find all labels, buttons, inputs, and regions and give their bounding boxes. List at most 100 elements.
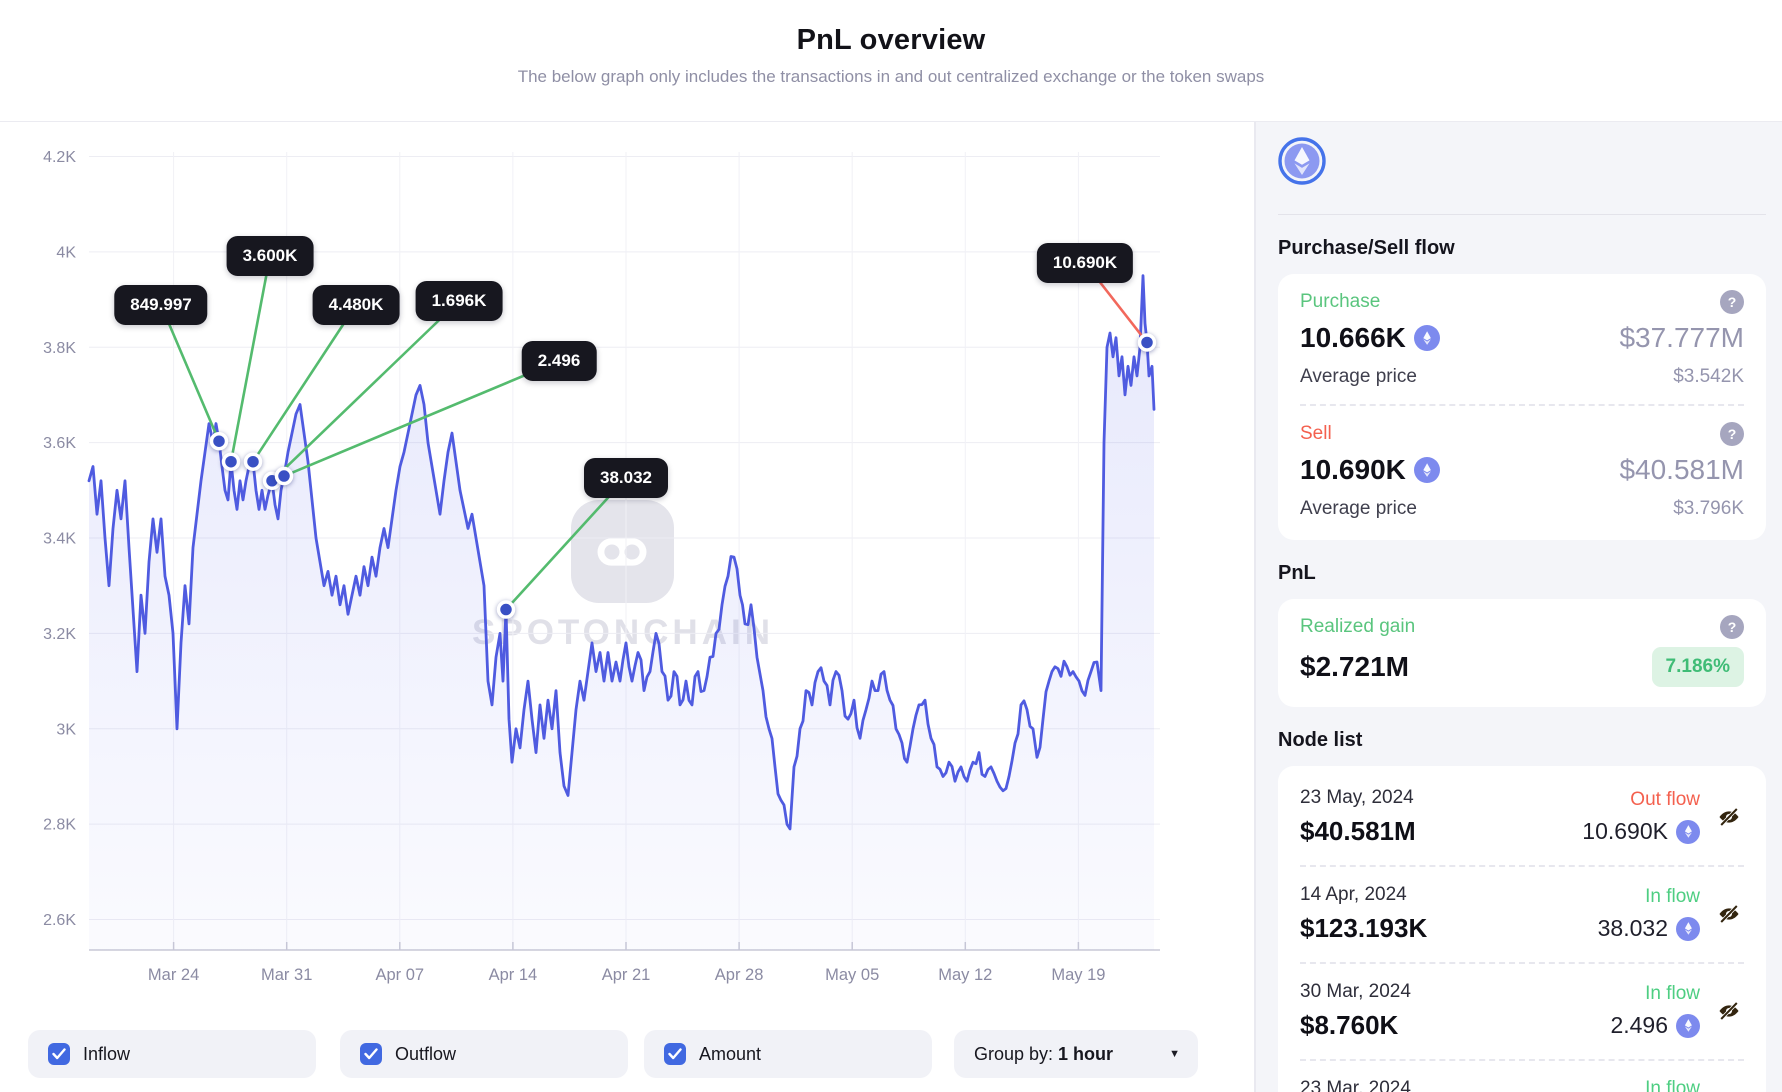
y-axis-tick-label: 2.6K <box>43 912 76 929</box>
node-list-row[interactable]: 14 Apr, 2024 $123.193K In flow 38.032 <box>1300 867 1744 964</box>
eth-coin-icon <box>1676 819 1700 844</box>
realized-gain-label: Realized gain <box>1300 616 1416 637</box>
sidebar-divider <box>1278 214 1766 215</box>
node-date: 23 Mar, 2024 <box>1300 1078 1411 1092</box>
inflow-toggle[interactable]: Inflow <box>28 1030 316 1078</box>
y-axis-tick-label: 3.4K <box>43 531 76 548</box>
eth-coin-icon <box>1413 457 1440 483</box>
eye-off-icon[interactable] <box>1714 999 1744 1023</box>
eth-coin-icon <box>1676 1013 1700 1038</box>
eye-off-icon[interactable] <box>1714 805 1744 829</box>
x-axis-tick-label: May 12 <box>938 966 992 984</box>
node-amount: 2.496 <box>1610 1012 1700 1039</box>
pnl-heading: PnL <box>1278 562 1316 584</box>
purchase-avg-price-label: Average price <box>1300 366 1417 387</box>
group-by-label: Group by: <box>974 1043 1054 1064</box>
eth-coin-icon <box>1676 916 1700 941</box>
chevron-down-icon: ▼ <box>1169 1048 1180 1060</box>
node-list-row[interactable]: 30 Mar, 2024 $8.760K In flow 2.496 <box>1300 964 1744 1061</box>
x-axis-tick-label: Apr 07 <box>375 966 424 984</box>
node-date: 14 Apr, 2024 <box>1300 884 1407 905</box>
x-axis-tick-label: Apr 28 <box>715 966 764 984</box>
chart-node-marker[interactable] <box>221 452 241 471</box>
sell-avg-price: $3.796K <box>1673 498 1744 519</box>
x-axis-tick-label: May 19 <box>1051 966 1105 984</box>
y-axis-tick-label: 4.2K <box>43 149 76 166</box>
page-subtitle: The below graph only includes the transa… <box>517 67 1265 86</box>
x-axis-tick-label: Apr 14 <box>489 966 538 984</box>
node-flow-direction: Out flow <box>1630 789 1700 810</box>
pnl-chart-panel: SPOTONCHAIN 4.2K 4K 3.8K 3.6K 3.4K 3.2K 3K 2.8K… <box>0 122 1256 1092</box>
node-list-row[interactable]: 23 May, 2024 $40.581M Out flow 10.690K <box>1300 770 1744 867</box>
y-axis-tick-label: 4K <box>56 244 76 261</box>
sell-avg-price-label: Average price <box>1300 498 1417 519</box>
node-flow-direction: In flow <box>1645 1078 1700 1092</box>
sell-label: Sell <box>1300 423 1332 444</box>
node-list-heading: Node list <box>1278 729 1363 751</box>
x-axis-tick-label: May 05 <box>825 966 879 984</box>
chart-node-marker[interactable] <box>243 452 263 471</box>
node-usd-value: $123.193K <box>1300 913 1428 943</box>
x-axis-tick-label: Mar 24 <box>148 966 199 984</box>
node-list-row[interactable]: 23 Mar, 2024 In flow <box>1300 1061 1744 1092</box>
purchase-usd: $37.777M <box>1619 322 1744 353</box>
y-axis-tick-label: 2.8K <box>43 817 76 834</box>
y-axis-tick-label: 3.6K <box>43 435 76 452</box>
node-list-card: 23 May, 2024 $40.581M Out flow 10.690K 14 Ap… <box>1278 766 1766 1092</box>
inflow-label: Inflow <box>83 1043 131 1064</box>
node-date: 30 Mar, 2024 <box>1300 981 1411 1002</box>
details-sidebar: Purchase/Sell flow Purchase 10.666K $37.… <box>1256 122 1782 1092</box>
chart-node-marker[interactable] <box>496 600 516 619</box>
purchase-sell-card: Purchase 10.666K $37.777M Average price … <box>1278 274 1766 540</box>
realized-gain-help-icon[interactable] <box>1720 615 1744 639</box>
node-amount: 38.032 <box>1598 915 1700 942</box>
inflow-checkbox-icon[interactable] <box>48 1043 70 1065</box>
y-axis-tick-label: 3K <box>56 721 76 738</box>
group-by-value: 1 hour <box>1058 1043 1114 1064</box>
purchase-sell-heading: Purchase/Sell flow <box>1278 237 1455 259</box>
outflow-label: Outflow <box>395 1043 457 1064</box>
chart-node-marker[interactable] <box>274 466 294 486</box>
realized-gain-value: $2.721M <box>1300 651 1409 682</box>
node-usd-value: $40.581M <box>1300 816 1416 846</box>
chart-node-marker[interactable] <box>209 431 229 451</box>
y-axis-tick-label: 3.8K <box>43 340 76 357</box>
node-flow-direction: In flow <box>1645 886 1700 907</box>
page-header: PnL overview The below graph only includ… <box>0 0 1782 122</box>
amount-checkbox-icon[interactable] <box>664 1043 686 1065</box>
purchase-amount: 10.666K <box>1300 322 1406 353</box>
eye-off-icon[interactable] <box>1714 902 1744 926</box>
page-title: PnL overview <box>796 24 986 56</box>
outflow-checkbox-icon[interactable] <box>360 1043 382 1065</box>
card-dashed-divider <box>1300 404 1744 406</box>
purchase-label: Purchase <box>1300 291 1381 312</box>
group-by-dropdown[interactable]: Group by: 1 hour ▼ <box>954 1030 1198 1078</box>
chart-callout-label[interactable]: 4.480K <box>312 285 400 325</box>
amount-label: Amount <box>699 1043 762 1064</box>
chart-callout-label[interactable]: 1.696K <box>415 281 503 321</box>
x-axis-tick-label: Apr 21 <box>602 966 651 984</box>
node-flow-direction: In flow <box>1645 983 1700 1004</box>
node-amount: 10.690K <box>1582 818 1700 845</box>
chart-callout-label[interactable]: 38.032 <box>584 458 668 498</box>
purchase-help-icon[interactable] <box>1720 290 1744 314</box>
x-axis-tick-label: Mar 31 <box>261 966 312 984</box>
eth-coin-icon <box>1413 325 1440 351</box>
sell-usd: $40.581M <box>1619 454 1744 485</box>
chart-callout-label[interactable]: 2.496 <box>521 341 597 381</box>
outflow-toggle[interactable]: Outflow <box>340 1030 628 1078</box>
node-date: 23 May, 2024 <box>1300 787 1414 808</box>
purchase-avg-price: $3.542K <box>1673 366 1744 387</box>
ethereum-token-icon[interactable] <box>1278 137 1326 185</box>
chart-node-marker[interactable] <box>1137 333 1157 352</box>
chart-callout-label[interactable]: 849.997 <box>114 285 208 325</box>
amount-toggle[interactable]: Amount <box>644 1030 932 1078</box>
chart-callout-label[interactable]: 3.600K <box>226 236 314 276</box>
chart-controls: Inflow Outflow Amount Group by: 1 hour ▼ <box>0 1030 1256 1078</box>
realized-gain-percent-badge: 7.186% <box>1651 647 1744 687</box>
chart-callout-label[interactable]: 10.690K <box>1036 243 1134 283</box>
node-usd-value: $8.760K <box>1300 1010 1399 1040</box>
sell-help-icon[interactable] <box>1720 422 1744 446</box>
pnl-card: Realized gain $2.721M 7.186% <box>1278 599 1766 707</box>
y-axis-tick-label: 3.2K <box>43 626 76 643</box>
